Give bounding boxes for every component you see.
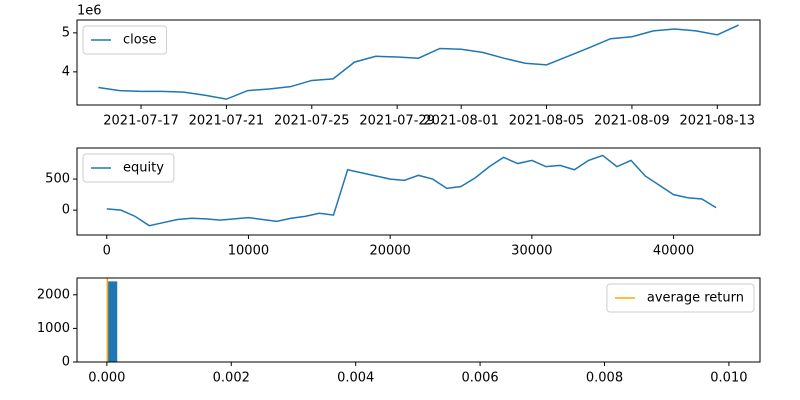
x-tick-label: 2021-07-29 bbox=[359, 114, 435, 129]
y-tick-label: 2000 bbox=[37, 287, 70, 302]
legend-box bbox=[82, 153, 175, 183]
x-tick-label: 20000 bbox=[369, 244, 410, 259]
x-tick-label: 0.006 bbox=[461, 371, 498, 386]
axes-frame bbox=[76, 277, 761, 363]
legend-box bbox=[606, 283, 755, 313]
legend-label: equity bbox=[123, 161, 164, 176]
x-tick-label: 2021-08-01 bbox=[423, 114, 499, 129]
line-series bbox=[106, 154, 717, 227]
y-tick-label: 0 bbox=[62, 203, 70, 218]
legend: equity bbox=[82, 153, 175, 183]
x-tick-label: 0.008 bbox=[586, 371, 623, 386]
y-tick-label: 4 bbox=[62, 64, 70, 79]
x-tick-label: 0.002 bbox=[213, 371, 250, 386]
x-tick-label: 2021-08-09 bbox=[594, 114, 670, 129]
x-tick-label: 2021-07-21 bbox=[189, 114, 265, 129]
x-tick-label: 0.000 bbox=[88, 371, 125, 386]
x-tick-label: 2021-08-13 bbox=[680, 114, 756, 129]
histogram-bar bbox=[106, 281, 118, 362]
x-tick-label: 0.004 bbox=[337, 371, 374, 386]
line-series bbox=[98, 24, 739, 100]
y-tick-label: 500 bbox=[45, 172, 70, 187]
y-tick-label: 1000 bbox=[37, 321, 70, 336]
x-tick-label: 2021-07-25 bbox=[274, 114, 350, 129]
axes-frame bbox=[76, 19, 761, 106]
x-tick-label: 0 bbox=[103, 244, 111, 259]
y-tick-label: 0 bbox=[62, 355, 70, 370]
axes-frame bbox=[76, 147, 761, 236]
x-tick-label: 0.010 bbox=[710, 371, 747, 386]
y-offset-label: 1e6 bbox=[77, 4, 102, 19]
x-tick-label: 2021-07-17 bbox=[103, 114, 179, 129]
x-tick-label: 30000 bbox=[511, 244, 552, 259]
x-tick-label: 2021-08-05 bbox=[509, 114, 585, 129]
x-tick-label: 10000 bbox=[228, 244, 269, 259]
y-tick-label: 5 bbox=[62, 25, 70, 40]
legend-box bbox=[82, 25, 167, 55]
legend-label: close bbox=[123, 33, 156, 48]
x-tick-label: 40000 bbox=[653, 244, 694, 259]
legend-label: average return bbox=[647, 291, 744, 306]
legend: average return bbox=[606, 283, 755, 313]
legend: close bbox=[82, 25, 167, 55]
